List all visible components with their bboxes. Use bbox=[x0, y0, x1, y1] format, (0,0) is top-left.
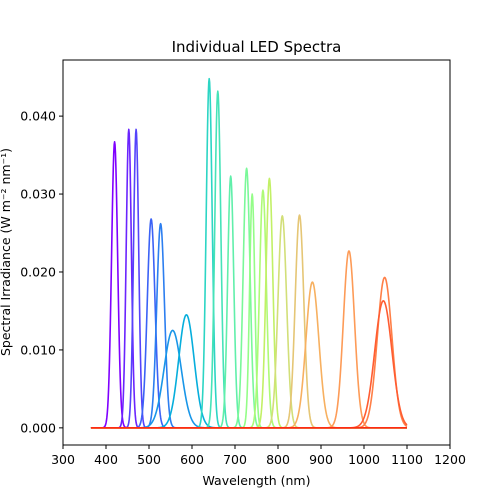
y-tick-label: 0.030 bbox=[20, 187, 56, 202]
y-tick-label: 0.010 bbox=[20, 342, 56, 357]
x-tick-label: 600 bbox=[180, 452, 204, 467]
x-tick-label: 800 bbox=[266, 452, 290, 467]
x-tick-label: 1000 bbox=[348, 452, 380, 467]
plot-frame bbox=[62, 59, 451, 446]
chart-title: Individual LED Spectra bbox=[172, 38, 342, 56]
x-tick-label: 1200 bbox=[434, 452, 466, 467]
x-tick-label: 900 bbox=[309, 452, 333, 467]
x-axis-label: Wavelength (nm) bbox=[203, 473, 311, 488]
x-tick-label: 400 bbox=[94, 452, 118, 467]
x-tick-label: 500 bbox=[137, 452, 161, 467]
y-tick-label: 0.020 bbox=[20, 264, 56, 279]
y-tick-label: 0.040 bbox=[20, 109, 56, 124]
y-axis-label: Spectral Irradiance (W m⁻² nm⁻¹) bbox=[0, 148, 13, 356]
x-tick-label: 300 bbox=[51, 452, 75, 467]
x-tick-label: 700 bbox=[223, 452, 247, 467]
series-layer bbox=[90, 77, 408, 429]
y-tick-label: 0.000 bbox=[20, 420, 56, 435]
y-axis: 0.000 0.010 0.020 0.030 0.040 bbox=[20, 109, 63, 435]
x-axis: 300 400 500 600 700 800 900 1000 1100 1200 bbox=[51, 445, 466, 467]
x-tick-label: 1100 bbox=[391, 452, 423, 467]
